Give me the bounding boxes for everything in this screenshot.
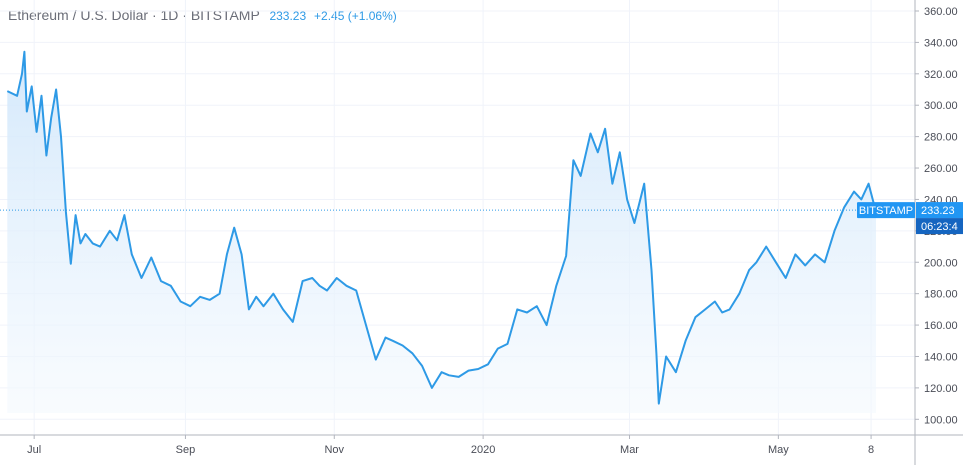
countdown-tag bbox=[916, 218, 963, 235]
x-tick-label: May bbox=[768, 444, 789, 456]
x-tick-label: 8 bbox=[868, 444, 874, 456]
x-tick-label: Mar bbox=[620, 444, 639, 456]
price-area bbox=[7, 51, 877, 414]
y-tick-label: 120.00 bbox=[924, 383, 958, 395]
last-price: 233.23 bbox=[269, 9, 307, 23]
y-tick-label: 140.00 bbox=[924, 351, 958, 363]
y-tick-label: 300.00 bbox=[924, 100, 958, 112]
price-tags: BITSTAMP 233.23 06:23:4 bbox=[0, 202, 963, 235]
price-area-layer bbox=[7, 51, 877, 414]
x-tick-label: Sep bbox=[176, 444, 196, 456]
exchange-tag-label: BITSTAMP bbox=[859, 205, 913, 217]
x-tick-label: 2020 bbox=[471, 444, 495, 456]
y-tick-label: 320.00 bbox=[924, 69, 958, 81]
y-tick-label: 360.00 bbox=[924, 6, 958, 18]
x-tick-label: Nov bbox=[324, 444, 344, 456]
y-tick-label: 340.00 bbox=[924, 37, 958, 49]
x-tick-label: Jul bbox=[27, 444, 41, 456]
y-tick-label: 200.00 bbox=[924, 257, 958, 269]
last-price-tag bbox=[916, 202, 963, 219]
countdown-tag-label: 06:23:4 bbox=[921, 221, 958, 233]
y-tick-label: 280.00 bbox=[924, 132, 958, 144]
last-price-tag-label: 233.23 bbox=[921, 205, 955, 217]
price-line[interactable] bbox=[6, 50, 877, 405]
y-tick-label: 100.00 bbox=[924, 414, 958, 426]
exchange-tag bbox=[857, 202, 915, 219]
y-tick-label: 260.00 bbox=[924, 163, 958, 175]
y-tick-label: 180.00 bbox=[924, 289, 958, 301]
price-line-layer bbox=[6, 50, 877, 405]
y-tick-label: 160.00 bbox=[924, 320, 958, 332]
